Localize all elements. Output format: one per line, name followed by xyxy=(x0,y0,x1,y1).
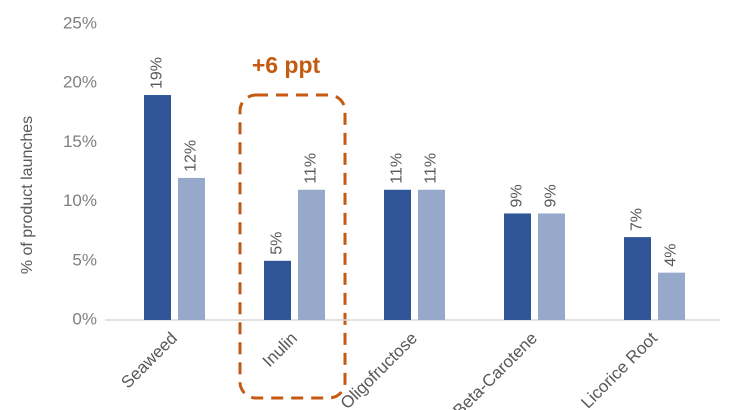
bar xyxy=(658,272,685,320)
y-tick-label: 0% xyxy=(72,309,97,328)
x-tick-label: Inulin xyxy=(259,329,301,371)
value-label: 9% xyxy=(509,184,526,207)
y-tick-label: 20% xyxy=(63,73,97,92)
y-tick-label: 5% xyxy=(72,250,97,269)
annotation: +6 ppt xyxy=(252,52,321,78)
value-label: 11% xyxy=(389,153,406,184)
value-label: 11% xyxy=(423,153,440,184)
bar xyxy=(418,189,445,320)
bar xyxy=(298,189,325,320)
bar xyxy=(384,189,411,320)
y-tick-label: 15% xyxy=(63,132,97,151)
x-tick-label: Oligofructose xyxy=(337,329,421,410)
value-label: 11% xyxy=(303,153,320,184)
y-tick-label: 25% xyxy=(63,13,97,32)
bar xyxy=(538,213,565,320)
bar xyxy=(144,95,171,320)
y-tick-label: 10% xyxy=(63,191,97,210)
bar xyxy=(264,260,291,320)
value-label: 5% xyxy=(269,232,286,255)
y-axis-title: % of product launches xyxy=(19,116,36,274)
value-label: 9% xyxy=(543,184,560,207)
value-label: 12% xyxy=(183,140,200,172)
value-label: 7% xyxy=(629,208,646,231)
bar xyxy=(178,177,205,320)
x-tick-label: Licorice Root xyxy=(577,328,661,410)
value-label: 4% xyxy=(663,244,680,267)
bar xyxy=(624,237,651,320)
bar xyxy=(504,213,531,320)
x-tick-label: Beta-Carotene xyxy=(449,329,541,410)
highlight-box xyxy=(238,93,347,400)
x-tick-label: Seaweed xyxy=(117,329,181,393)
value-label: 19% xyxy=(149,57,166,89)
